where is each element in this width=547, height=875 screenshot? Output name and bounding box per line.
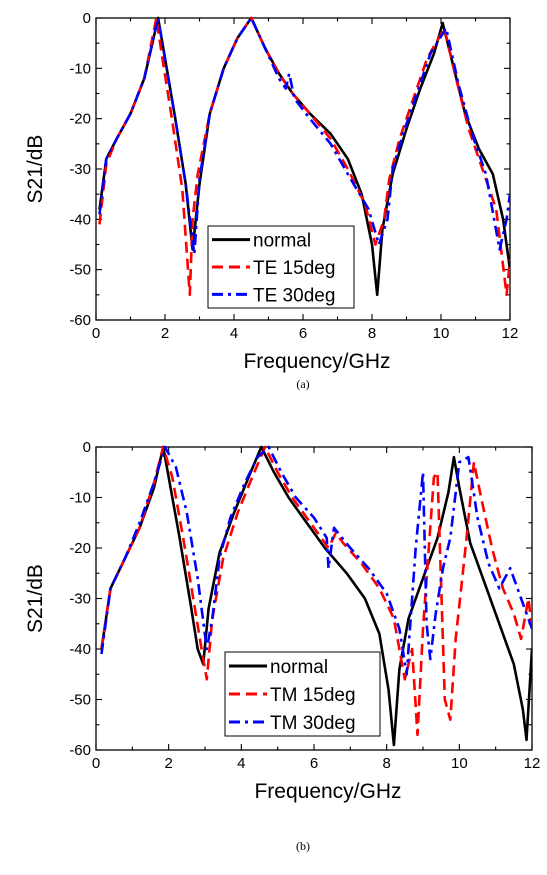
chart-b-caption: (b) xyxy=(296,839,310,853)
chart-b-y-tick-label: 0 xyxy=(83,439,91,456)
chart-b-y-axis-title: S21/dB xyxy=(24,564,47,633)
chart-b-x-tick-label: 12 xyxy=(524,755,541,772)
chart-a-y-tick-label: -40 xyxy=(69,211,91,228)
chart-b-series-line-1 xyxy=(100,445,532,737)
chart-a-y-axis-title: S21/dB xyxy=(24,135,47,204)
chart-b-x-tick-label: 2 xyxy=(164,755,172,772)
chart-a-x-tick-label: 12 xyxy=(502,325,519,342)
chart-a-y-tick-label: -50 xyxy=(69,262,91,279)
chart-b-x-tick-label: 10 xyxy=(451,755,468,772)
chart-a-series-line-2 xyxy=(98,16,510,256)
chart-b-legend-label: normal xyxy=(270,657,328,678)
chart-b-y-tick-label: -40 xyxy=(69,641,91,658)
chart-b-legend-label: TM 30deg xyxy=(270,713,356,734)
chart-a-x-tick-label: 0 xyxy=(92,325,100,342)
chart-a-y-tick-label: -20 xyxy=(69,111,91,128)
chart-a-legend-label: TE 30deg xyxy=(253,285,335,306)
chart-a-y-tick-label: 0 xyxy=(83,10,91,27)
chart-a-legend-label: TE 15deg xyxy=(253,258,335,279)
chart-b-x-tick-label: 6 xyxy=(310,755,318,772)
chart-a-x-tick-label: 4 xyxy=(230,325,238,342)
chart-b-x-tick-label: 4 xyxy=(237,755,245,772)
chart-b-series-line-0 xyxy=(100,445,532,747)
chart-a-series-group xyxy=(98,16,510,297)
chart-a-x-tick-label: 2 xyxy=(161,325,169,342)
chart-a-y-tick-label: -60 xyxy=(69,312,91,329)
chart-b-y-tick-label: -20 xyxy=(69,540,91,557)
chart-a: 0 2 4 6 8 10 12 0 -10 -20 -30 -40 -50 -60 Frequency/GH… xyxy=(24,10,518,391)
chart-a-x-tick-label: 8 xyxy=(368,325,376,342)
chart-a-legend-label: normal xyxy=(253,231,311,252)
chart-a-x-tick-label: 10 xyxy=(433,325,450,342)
chart-a-legend: normal TE 15deg TE 30deg xyxy=(207,225,355,309)
chart-b-y-tick-label: -30 xyxy=(69,591,91,608)
chart-b-y-tick-label: -60 xyxy=(69,742,91,759)
chart-b-legend: normal TM 15deg TM 30deg xyxy=(224,651,381,737)
chart-a-caption: (a) xyxy=(296,377,309,391)
chart-b-x-tick-label: 8 xyxy=(382,755,390,772)
chart-b-y-tick-label: -50 xyxy=(69,692,91,709)
chart-b: 0 2 4 6 8 10 12 0 -10 -20 -30 -40 -50 -60 Frequency/GH… xyxy=(24,439,540,853)
chart-a-x-tick-label: 6 xyxy=(299,325,307,342)
chart-a-x-axis-title: Frequency/GHz xyxy=(243,350,390,373)
chart-b-y-tick-label: -10 xyxy=(69,490,91,507)
chart-a-y-tick-label: -30 xyxy=(69,161,91,178)
chart-b-series-group xyxy=(100,445,532,747)
chart-a-y-tick-label: -10 xyxy=(69,60,91,77)
chart-b-x-axis-title: Frequency/GHz xyxy=(254,780,401,803)
chart-b-x-tick-label: 0 xyxy=(92,755,100,772)
chart-b-series-line-2 xyxy=(100,445,532,676)
chart-b-legend-label: TM 15deg xyxy=(270,685,356,706)
